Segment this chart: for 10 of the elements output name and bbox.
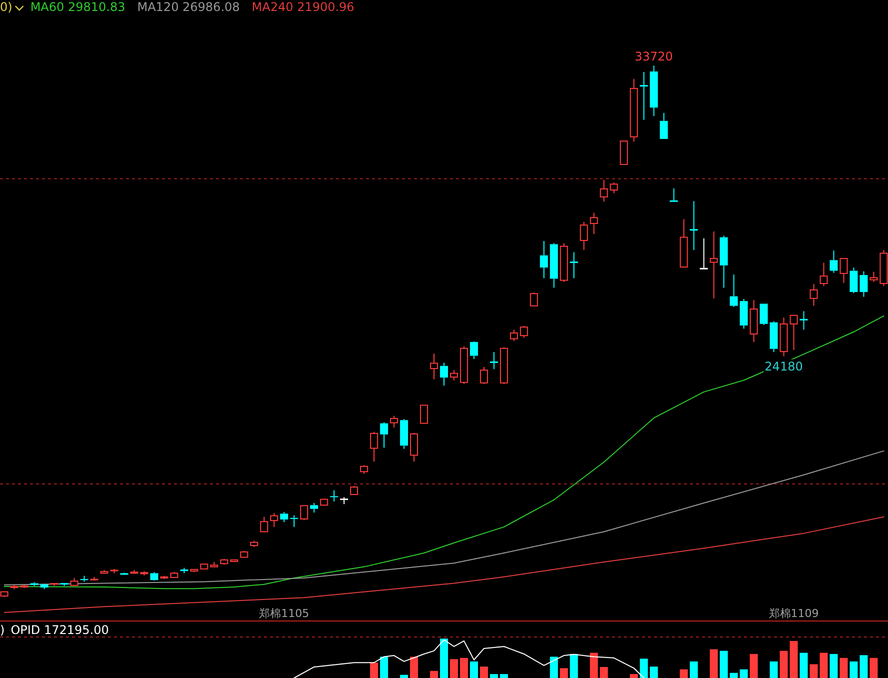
legend-item: MA60 29810.83 bbox=[30, 0, 126, 14]
annotation: 33720 bbox=[634, 50, 674, 64]
x-tick-label: 郑棉1105 bbox=[259, 607, 310, 620]
annotation: 24180 bbox=[764, 359, 804, 374]
legend-item: OPID 172195.00 bbox=[10, 623, 109, 637]
x-tick-label: 郑棉1109 bbox=[768, 607, 819, 620]
legend-item: MA120 26986.08 bbox=[137, 0, 240, 14]
legend-item: MA240 21900.96 bbox=[252, 0, 354, 14]
annotation: ) bbox=[0, 623, 5, 637]
annotation: 0) bbox=[0, 0, 12, 14]
